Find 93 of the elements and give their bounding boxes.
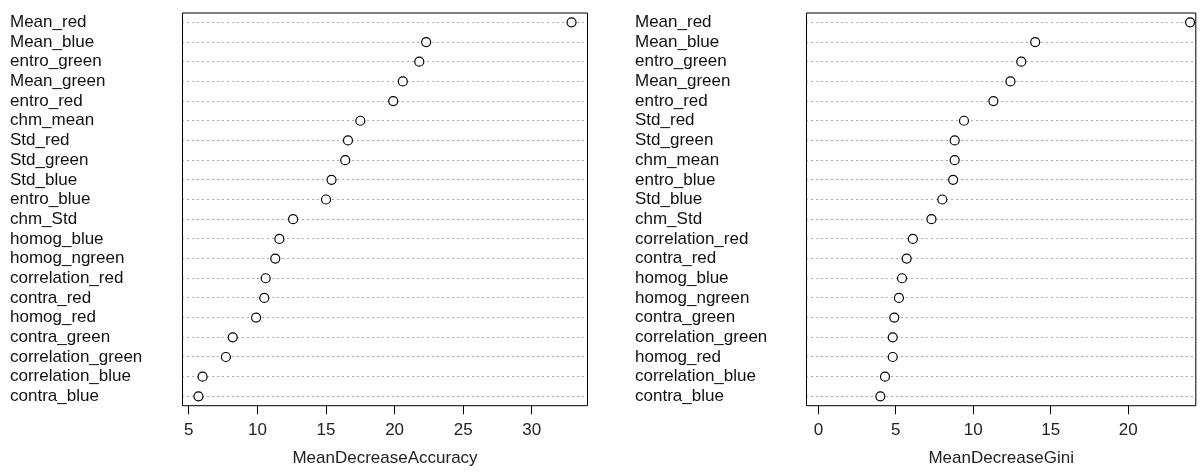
point bbox=[197, 371, 208, 382]
point bbox=[414, 56, 425, 67]
point bbox=[875, 391, 886, 402]
y-tick-label: contra_green bbox=[635, 307, 736, 327]
y-tick-label: contra_blue bbox=[635, 386, 724, 406]
point bbox=[949, 155, 960, 166]
point bbox=[274, 233, 285, 244]
y-tick-label: entro_green bbox=[635, 51, 727, 71]
x-tick-label: 15 bbox=[316, 420, 336, 440]
y-tick-label: Mean_green bbox=[635, 71, 731, 91]
point bbox=[260, 273, 271, 284]
y-tick-label: chm_Std bbox=[10, 208, 78, 228]
y-tick-label: Std_blue bbox=[635, 189, 703, 209]
y-tick-label: entro_green bbox=[10, 51, 102, 71]
y-tick-label: Mean_blue bbox=[10, 31, 95, 51]
y-tick-label: Std_red bbox=[10, 130, 70, 150]
point bbox=[893, 292, 905, 304]
y-tick-label: entro_blue bbox=[10, 189, 91, 209]
y-tick-label: correlation_green bbox=[10, 346, 143, 366]
point bbox=[566, 17, 577, 28]
y-tick-label: Mean_blue bbox=[635, 31, 720, 51]
point bbox=[949, 135, 960, 146]
y-tick-label: Mean_green bbox=[10, 71, 106, 91]
point bbox=[1005, 76, 1016, 87]
point bbox=[259, 292, 270, 304]
y-tick-label: contra_green bbox=[10, 326, 111, 346]
point bbox=[896, 273, 908, 284]
point bbox=[220, 351, 231, 363]
y-tick-label: chm_mean bbox=[635, 149, 720, 169]
y-tick-label: homog_red bbox=[10, 307, 97, 327]
point bbox=[1016, 56, 1027, 67]
y-tick-label: contra_red bbox=[635, 248, 717, 268]
y-tick-label: correlation_blue bbox=[10, 366, 131, 386]
y-tick-label: correlation_green bbox=[635, 326, 768, 346]
point bbox=[388, 95, 399, 107]
point bbox=[926, 214, 937, 225]
point bbox=[879, 371, 891, 382]
y-tick-label: homog_blue bbox=[10, 228, 104, 248]
y-tick-label: correlation_red bbox=[635, 228, 749, 248]
point bbox=[887, 351, 898, 363]
point bbox=[320, 194, 332, 205]
point bbox=[342, 135, 354, 146]
y-tick-label: homog_blue bbox=[635, 267, 729, 287]
x-tick-label: 5 bbox=[184, 420, 194, 440]
point bbox=[326, 174, 337, 185]
y-tick-label: contra_blue bbox=[10, 386, 99, 406]
x-axis-title: MeanDecreaseGini bbox=[928, 448, 1074, 468]
point bbox=[421, 36, 432, 48]
x-tick-label: 0 bbox=[813, 420, 824, 440]
y-tick-label: chm_Std bbox=[635, 208, 703, 228]
x-tick-label: 10 bbox=[963, 420, 983, 440]
point bbox=[901, 253, 912, 264]
point bbox=[889, 312, 900, 323]
point bbox=[227, 332, 238, 343]
point bbox=[907, 233, 918, 244]
y-tick-label: Std_green bbox=[635, 130, 714, 150]
x-tick-label: 30 bbox=[522, 420, 542, 440]
point bbox=[937, 194, 948, 205]
x-tick-label: 20 bbox=[385, 420, 405, 440]
point bbox=[887, 332, 898, 343]
point bbox=[397, 76, 408, 87]
y-tick-label: homog_red bbox=[635, 346, 722, 366]
point bbox=[948, 174, 959, 185]
y-tick-label: Std_red bbox=[635, 110, 695, 130]
point bbox=[958, 115, 970, 126]
x-tick-label: 25 bbox=[453, 420, 473, 440]
y-tick-label: homog_ngreen bbox=[635, 287, 750, 307]
point bbox=[355, 115, 366, 126]
point bbox=[288, 214, 299, 225]
y-tick-label: Mean_red bbox=[635, 12, 712, 32]
y-tick-label: homog_ngreen bbox=[10, 248, 125, 268]
y-tick-label: contra_red bbox=[10, 287, 92, 307]
point bbox=[193, 391, 204, 402]
point bbox=[270, 253, 281, 264]
y-tick-label: Std_blue bbox=[10, 169, 78, 189]
y-tick-label: entro_red bbox=[10, 90, 83, 110]
y-tick-label: entro_red bbox=[635, 90, 708, 110]
y-tick-label: correlation_blue bbox=[635, 366, 756, 386]
y-tick-label: chm_mean bbox=[10, 110, 95, 130]
point bbox=[988, 95, 999, 107]
y-tick-label: entro_blue bbox=[635, 169, 716, 189]
x-tick-label: 5 bbox=[891, 420, 901, 440]
x-tick-label: 15 bbox=[1041, 420, 1061, 440]
y-tick-label: Mean_red bbox=[10, 12, 87, 32]
y-tick-label: Std_green bbox=[10, 149, 89, 169]
point bbox=[340, 155, 351, 166]
y-tick-label: correlation_red bbox=[10, 267, 124, 287]
x-tick-label: 10 bbox=[247, 420, 267, 440]
point bbox=[1185, 17, 1196, 28]
x-tick-label: 20 bbox=[1118, 420, 1138, 440]
point bbox=[250, 312, 262, 323]
point bbox=[1030, 36, 1041, 48]
x-axis-title: MeanDecreaseAccuracy bbox=[292, 448, 479, 468]
